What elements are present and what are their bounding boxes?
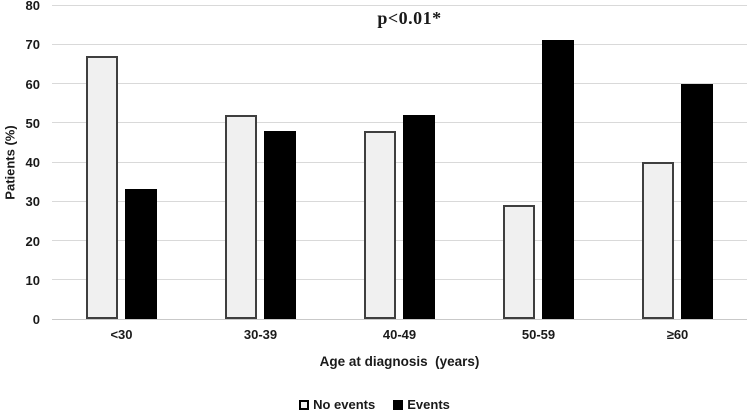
y-tick-label-10: 10 [25,272,40,288]
bar-events-40-49 [403,114,435,319]
bar-events-60 [681,83,713,319]
legend-label-events: Events [407,397,450,412]
y-tick-label-30: 30 [25,194,40,210]
gridline-70 [52,43,747,45]
x-tick-label-30-39: 30-39 [243,327,278,342]
gridline-30 [52,200,747,202]
y-tick-label-20: 20 [25,233,40,249]
gridline-20 [52,240,747,241]
y-tick-label-50: 50 [25,115,40,131]
legend-item-no-events: No events [299,397,375,412]
x-tick-label-50-59: 50-59 [521,327,556,342]
bar-events-30 [125,189,157,319]
bar-no-events-50-59 [503,205,535,319]
white-square-swatch-icon [299,399,310,410]
bar-no-events-30-39 [225,114,257,319]
x-tick-label-30: <30 [110,327,133,342]
bar-no-events-60 [642,162,674,319]
gridline-0 [52,318,747,320]
legend: No events Events [0,397,749,412]
black-square-swatch-icon [393,399,404,410]
gridline-80 [52,4,747,6]
gridline-60 [52,83,747,84]
plot-area [52,4,747,320]
p-value-annotation: p<0.01* [377,8,442,28]
x-tick-label-60: ≥60 [666,327,689,342]
y-tick-label-60: 60 [25,76,40,92]
x-tick-label-40-49: 40-49 [382,327,417,342]
bar-no-events-40-49 [364,130,396,319]
y-tick-label-0: 0 [32,312,40,327]
bar-no-events-30 [86,56,118,319]
gridline-40 [52,161,747,163]
y-tick-label-70: 70 [25,37,40,53]
y-tick-label-40: 40 [25,155,40,170]
x-axis-title: Age at diagnosis (years) [319,354,480,369]
legend-item-events: Events [393,397,450,412]
y-tick-label-80: 80 [25,0,40,13]
bar-events-50-59 [542,40,574,319]
bar-events-30-39 [264,130,296,319]
gridline-50 [52,122,747,124]
gridline-10 [52,279,747,281]
legend-label-no-events: No events [313,397,376,412]
